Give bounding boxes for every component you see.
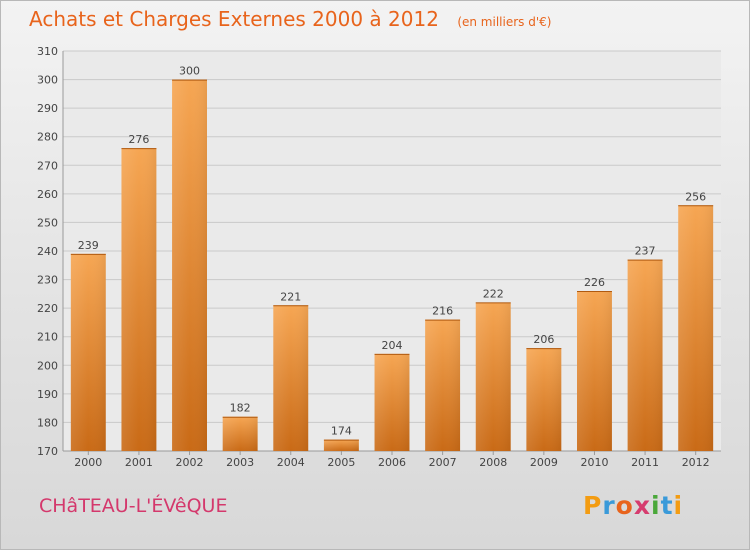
bar-shade xyxy=(222,416,258,451)
y-tick-label: 290 xyxy=(37,102,58,115)
bar-shade xyxy=(70,253,106,451)
data-label: 221 xyxy=(280,290,301,303)
x-tick-label: 2010 xyxy=(580,456,608,469)
data-label: 182 xyxy=(230,402,251,415)
y-tick-label: 250 xyxy=(37,216,58,229)
y-tick-label: 190 xyxy=(37,388,58,401)
data-label: 204 xyxy=(382,339,403,352)
chart-unit-text: (en milliers d'€) xyxy=(457,15,552,29)
data-label: 222 xyxy=(483,287,504,300)
bar-shade xyxy=(273,305,309,451)
logo-letter: o xyxy=(615,491,634,520)
bar-shade xyxy=(475,302,511,451)
x-tick-label: 2006 xyxy=(378,456,406,469)
bar-shade xyxy=(678,205,714,451)
bar-shade xyxy=(172,79,208,452)
x-tick-label: 2009 xyxy=(530,456,558,469)
x-tick-label: 2004 xyxy=(277,456,305,469)
y-tick-label: 230 xyxy=(37,274,58,287)
x-tick-label: 2000 xyxy=(74,456,102,469)
proxiti-logo: Proxiti xyxy=(583,491,683,520)
y-tick-label: 210 xyxy=(37,331,58,344)
data-label: 276 xyxy=(128,133,149,146)
logo-letter: i xyxy=(651,491,661,520)
logo-letter: P xyxy=(583,491,603,520)
logo-letter: x xyxy=(633,491,651,520)
y-tick-label: 280 xyxy=(37,131,58,144)
y-tick-label: 220 xyxy=(37,302,58,315)
x-tick-label: 2002 xyxy=(176,456,204,469)
y-tick-label: 310 xyxy=(37,45,58,58)
data-label: 216 xyxy=(432,305,453,318)
logo-letter: t xyxy=(660,491,674,520)
bar-shade xyxy=(323,439,359,451)
bar-shade xyxy=(121,148,157,451)
data-label: 239 xyxy=(78,239,99,252)
logo-letter: i xyxy=(673,491,684,520)
x-tick-label: 2001 xyxy=(125,456,153,469)
chart-title-text: Achats et Charges Externes 2000 à 2012 xyxy=(29,7,439,31)
y-tick-label: 300 xyxy=(37,74,58,87)
y-tick-label: 200 xyxy=(37,359,58,372)
bar-shade xyxy=(526,348,562,451)
bar-shade xyxy=(374,353,410,451)
data-label: 206 xyxy=(533,333,554,346)
data-label: 226 xyxy=(584,276,605,289)
x-tick-label: 2003 xyxy=(226,456,254,469)
y-tick-label: 170 xyxy=(37,445,58,458)
bar-shade xyxy=(627,259,663,451)
x-tick-label: 2012 xyxy=(682,456,710,469)
y-tick-label: 260 xyxy=(37,188,58,201)
y-tick-label: 180 xyxy=(37,416,58,429)
chart-title: Achats et Charges Externes 2000 à 2012 (… xyxy=(29,7,551,31)
data-label: 237 xyxy=(635,245,656,258)
x-tick-label: 2005 xyxy=(327,456,355,469)
plot-area: 170 180 190 200 210 220 230 240 250 260 270 280 290 3… xyxy=(37,45,721,469)
y-tick-label: 240 xyxy=(37,245,58,258)
logo-letter: r xyxy=(602,491,616,520)
data-label: 300 xyxy=(179,65,200,78)
x-tick-label: 2008 xyxy=(479,456,507,469)
x-tick-label: 2007 xyxy=(429,456,457,469)
commune-name: CHâTEAU-L'ÉVêQUE xyxy=(39,495,228,517)
bar-shade xyxy=(576,291,612,451)
x-tick-label: 2011 xyxy=(631,456,659,469)
data-label: 174 xyxy=(331,425,352,438)
data-label: 256 xyxy=(685,190,706,203)
y-tick-label: 270 xyxy=(37,159,58,172)
bar-shade xyxy=(425,319,461,451)
